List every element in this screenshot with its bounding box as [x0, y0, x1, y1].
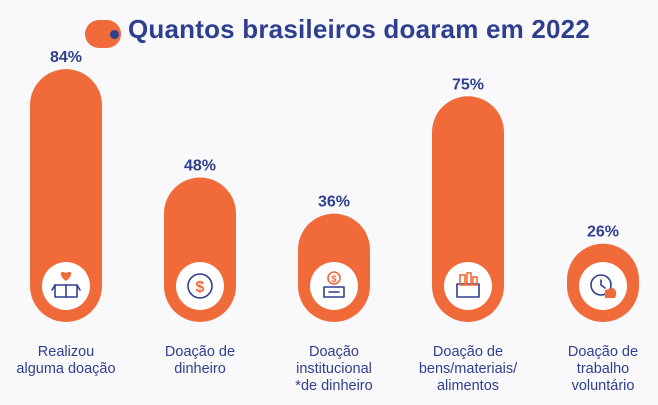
- category-label: Doação de dinheiro: [164, 344, 236, 377]
- value-label: 26%: [587, 224, 619, 241]
- icon-badge: [310, 262, 358, 310]
- gift-box-heart-icon: [51, 271, 81, 298]
- category-label: Realizou alguma doação: [16, 344, 116, 377]
- bar: [30, 69, 102, 322]
- category-label: Doação de bens/materiais/ alimentos: [418, 344, 518, 394]
- icon-badge: [444, 262, 492, 310]
- bar: [432, 96, 504, 322]
- category-label: Doação de trabalho voluntário: [567, 344, 639, 394]
- supplies-box-icon: [456, 272, 480, 298]
- dollar-coin-icon: $: [187, 273, 213, 299]
- icon-badge: [176, 262, 224, 310]
- chart-title: Quantos brasileiros doaram em 2022: [128, 14, 590, 44]
- value-label: 48%: [184, 158, 216, 175]
- chart-header: Quantos brasileiros doaram em 2022: [0, 0, 658, 62]
- category-label: Doação institucional *de dinheiro: [295, 344, 373, 394]
- value-label: 36%: [318, 194, 350, 211]
- svg-text:$: $: [196, 279, 205, 296]
- title-dot-decoration: [110, 30, 119, 39]
- value-label: 75%: [452, 76, 484, 93]
- value-label: 84%: [50, 49, 82, 66]
- svg-text:$: $: [331, 274, 336, 284]
- donation-box-icon: $: [323, 271, 345, 298]
- clock-hand-icon: [590, 274, 617, 298]
